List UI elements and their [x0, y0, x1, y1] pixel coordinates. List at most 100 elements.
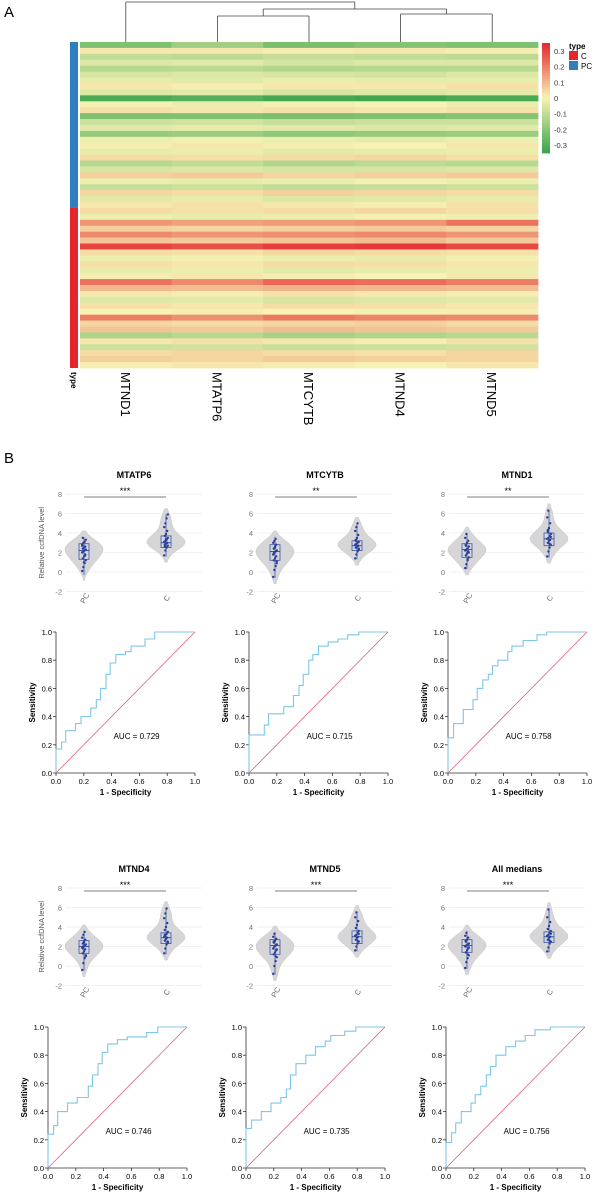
heatmap-cell [263, 178, 356, 185]
heatmap-cell [171, 71, 264, 78]
heatmap-cell [263, 71, 356, 78]
heatmap-cell [171, 148, 264, 156]
y-tick-label: 2 [58, 943, 62, 952]
heatmap-cell [446, 83, 539, 90]
heatmap-cell [446, 332, 539, 339]
heatmap-cell [446, 89, 539, 96]
y-tick-label: -2 [55, 982, 62, 991]
data-point [356, 939, 359, 942]
data-point [464, 536, 467, 540]
heatmap-cell [263, 344, 356, 351]
data-point [163, 917, 166, 920]
heatmap-cell [354, 237, 447, 244]
heatmap-cell [80, 89, 172, 96]
heatmap-cell [446, 71, 539, 78]
auc-annotation: AUC = 0.756 [504, 1127, 551, 1136]
y-tick-label: -2 [438, 982, 445, 991]
data-point [547, 536, 550, 540]
heatmap-cell [171, 53, 264, 61]
data-point [549, 538, 552, 541]
data-point [549, 920, 552, 924]
heatmap-cell [263, 231, 356, 238]
heatmap-cell [171, 344, 264, 351]
heatmap-cell [171, 178, 264, 185]
heatmap-cell [263, 243, 356, 250]
y-tick-label: 0.8 [42, 656, 52, 665]
data-point [274, 564, 277, 568]
y-tick-label: 6 [58, 904, 62, 913]
data-point [355, 525, 358, 529]
x-tick-label: 0.8 [154, 1172, 164, 1181]
data-point [166, 921, 169, 925]
data-point [466, 547, 469, 550]
significance-stars: *** [311, 880, 322, 890]
y-tick-label: 6 [441, 904, 445, 913]
x-tick-label: 0.8 [552, 1172, 562, 1181]
heatmap-cell [80, 314, 172, 321]
heatmap-cell [80, 308, 172, 316]
color-scale-segment [542, 142, 550, 146]
color-scale-segment [542, 144, 550, 148]
heatmap-cell [80, 261, 172, 268]
data-point [549, 935, 552, 938]
roc-chart: 0.0 0.2 0.4 0.6 0.8 1.0 0.0 0.2 0.4 0.6 0.8 1.0 1 - … [418, 1023, 590, 1192]
data-point [272, 947, 275, 950]
heatmap-cell [446, 119, 539, 126]
heatmap-cell [354, 65, 447, 73]
heatmap-cell [446, 267, 539, 274]
data-point [83, 930, 86, 934]
data-point [354, 529, 357, 533]
data-point [357, 919, 360, 923]
heatmap-cell [263, 190, 356, 197]
data-point [357, 932, 360, 935]
y-tick-label: 6 [441, 510, 445, 519]
data-point [467, 942, 470, 945]
heatmap-cell [446, 172, 539, 179]
x-tick-label: 0.6 [134, 777, 144, 786]
color-scale-tick: 0.2 [554, 63, 564, 72]
x-tick-label: 1.0 [182, 1172, 192, 1181]
legend-swatch-pc [569, 61, 578, 70]
x-axis-label: 1 - Specificity [290, 1183, 342, 1192]
heatmap-cell [354, 290, 447, 298]
data-point [355, 945, 358, 948]
heatmap-cell [263, 172, 356, 179]
auc-annotation: AUC = 0.758 [506, 732, 553, 741]
y-tick-label: 0.8 [232, 1051, 242, 1060]
heatmap-cell [446, 213, 539, 221]
heatmap-cell [354, 332, 447, 339]
data-point [357, 935, 360, 938]
heatmap-cell [80, 243, 172, 250]
heatmap-cell [263, 332, 356, 339]
data-point [164, 925, 168, 929]
heatmap-cell [171, 326, 264, 333]
heatmap-cell [446, 261, 539, 268]
row-annotation-c [70, 207, 78, 368]
data-point [355, 911, 358, 914]
heatmap-cell [171, 77, 264, 84]
heatmap-cell [80, 101, 172, 108]
x-tick-label: 0.8 [554, 777, 564, 786]
violin-chart: 8 6 4 2 0 -2 MTND4 *** Relative ccfDNA level PC C [37, 864, 202, 999]
color-scale-segment [542, 139, 550, 143]
x-tick-label: 0.4 [498, 777, 508, 786]
heatmap-cell [354, 225, 447, 233]
data-point [354, 938, 357, 941]
heatmap-cell [80, 95, 172, 102]
heatmap-cell [263, 302, 356, 310]
data-point [272, 935, 275, 938]
data-point [82, 933, 85, 936]
heatmap-cell [446, 362, 539, 369]
heatmap-cell [354, 308, 447, 316]
data-point [82, 961, 85, 965]
x-tick-label: 0.8 [352, 1172, 362, 1181]
legend-title: type [569, 42, 586, 51]
data-point [164, 912, 167, 915]
heatmap-cell [80, 42, 172, 49]
color-scale-segment [542, 65, 550, 69]
data-point [273, 568, 276, 572]
heatmap-cell [263, 285, 356, 292]
data-point [357, 540, 360, 543]
y-tick-label: -2 [55, 588, 62, 597]
